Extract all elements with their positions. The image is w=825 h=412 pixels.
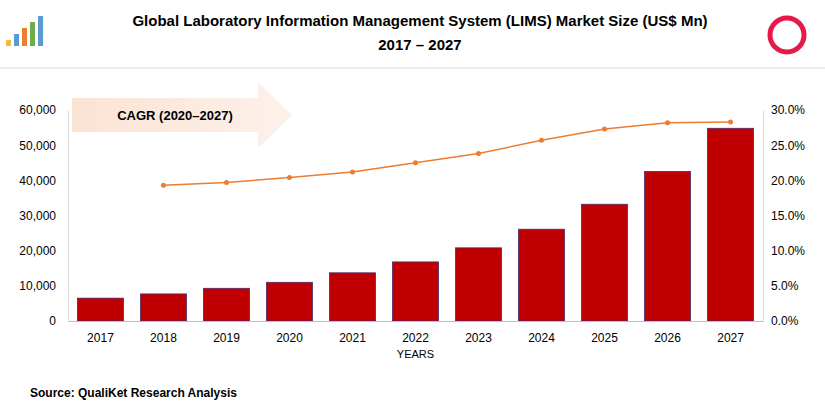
logo-bar xyxy=(30,22,35,46)
tick: 2025 xyxy=(591,321,618,345)
marker xyxy=(539,138,544,143)
logo-mark xyxy=(770,18,804,52)
tick-label: 30,000 xyxy=(19,209,56,223)
axis-line xyxy=(763,111,764,322)
logo-bar xyxy=(22,28,27,46)
tick-label: 30.0% xyxy=(771,103,805,117)
bar xyxy=(645,172,691,321)
marker xyxy=(350,169,355,174)
x-axis: 2017 2018 2019 2020 2021 2022 2023 2024 2025 2026… xyxy=(69,321,764,345)
tick: 2026 xyxy=(654,321,681,345)
title-rule xyxy=(0,68,825,69)
marker xyxy=(287,175,292,180)
title: Global Laboratory Information Management… xyxy=(132,12,707,29)
bar xyxy=(140,294,186,321)
line xyxy=(163,122,730,185)
tick: 40,000 xyxy=(19,174,68,188)
marker xyxy=(665,120,670,125)
tick-label: 25.0% xyxy=(771,139,805,153)
tick: 5.0% xyxy=(763,279,799,293)
tick-label: 40,000 xyxy=(19,174,56,188)
bar xyxy=(519,229,565,321)
tick: 2024 xyxy=(528,321,555,345)
axis-line xyxy=(69,321,764,322)
tick-label: 2023 xyxy=(465,331,492,345)
subtitle: 2017 – 2027 xyxy=(378,36,461,53)
tick-label: 2017 xyxy=(87,331,114,345)
logo-ring xyxy=(770,18,804,52)
tick-label: 2025 xyxy=(591,331,618,345)
logo-icon xyxy=(6,16,43,46)
bar xyxy=(393,262,439,321)
tick: 2027 xyxy=(717,321,744,345)
tick-label: 2019 xyxy=(213,331,240,345)
axis-line xyxy=(68,111,69,322)
tick-label: 2022 xyxy=(402,331,429,345)
logo-bar xyxy=(14,34,19,46)
tick: 30,000 xyxy=(19,209,68,223)
tick-label: 20,000 xyxy=(19,244,56,258)
tick-label: 2026 xyxy=(654,331,681,345)
tick: 2017 xyxy=(87,321,114,345)
marker xyxy=(161,183,166,188)
marker xyxy=(224,180,229,185)
logo-bar xyxy=(6,40,11,46)
tick-label: 20.0% xyxy=(771,174,805,188)
annotation-arrow xyxy=(72,82,292,148)
tick-label: 15.0% xyxy=(771,209,805,223)
y-axis: 0 10,000 20,000 30,000 40,000 50,000 60,000 xyxy=(19,103,68,328)
tick-label: 0.0% xyxy=(771,314,799,328)
tick: 2022 xyxy=(402,321,429,345)
tick: 20.0% xyxy=(763,174,805,188)
tick: 15.0% xyxy=(763,209,805,223)
tick-label: 2021 xyxy=(339,331,366,345)
tick-label: 0 xyxy=(49,314,56,328)
bar xyxy=(203,288,249,321)
y2-axis: 0.0% 5.0% 10.0% 15.0% 20.0% 25.0% 30.0% xyxy=(763,103,805,328)
tick-label: 10,000 xyxy=(19,279,56,293)
tick: 60,000 xyxy=(19,103,68,117)
plot-area xyxy=(77,119,753,321)
tick-label: 2024 xyxy=(528,331,555,345)
tick-label: 60,000 xyxy=(19,103,56,117)
tick: 0 xyxy=(49,314,68,328)
bar xyxy=(77,298,123,321)
tick: 50,000 xyxy=(19,139,68,153)
tick: 2021 xyxy=(339,321,366,345)
tick-label: 2027 xyxy=(717,331,744,345)
tick: 2018 xyxy=(150,321,177,345)
tick: 10.0% xyxy=(763,244,805,258)
bar xyxy=(582,204,628,321)
tick: 10,000 xyxy=(19,279,68,293)
marker xyxy=(413,160,418,165)
tick: 20,000 xyxy=(19,244,68,258)
source: Source: QualiKet Research Analysis xyxy=(30,386,237,400)
bar xyxy=(708,128,754,321)
tick-label: 5.0% xyxy=(771,279,799,293)
tick: 2023 xyxy=(465,321,492,345)
annotation: CAGR (2020–2027) xyxy=(117,108,233,123)
logo-bar xyxy=(38,16,43,46)
tick: 30.0% xyxy=(763,103,805,117)
bar xyxy=(456,248,502,321)
marker xyxy=(602,126,607,131)
tick: 2020 xyxy=(276,321,303,345)
marker xyxy=(476,151,481,156)
tick: 0.0% xyxy=(763,314,799,328)
tick-label: 2018 xyxy=(150,331,177,345)
tick-label: 2020 xyxy=(276,331,303,345)
tick: 25.0% xyxy=(763,139,805,153)
tick-label: 50,000 xyxy=(19,139,56,153)
chart: Global Laboratory Information Management… xyxy=(0,0,825,412)
bar xyxy=(329,273,375,321)
tick-label: 10.0% xyxy=(771,244,805,258)
marker xyxy=(728,119,733,124)
bar xyxy=(266,282,312,321)
x-axis-title: YEARS xyxy=(397,348,434,360)
tick: 2019 xyxy=(213,321,240,345)
